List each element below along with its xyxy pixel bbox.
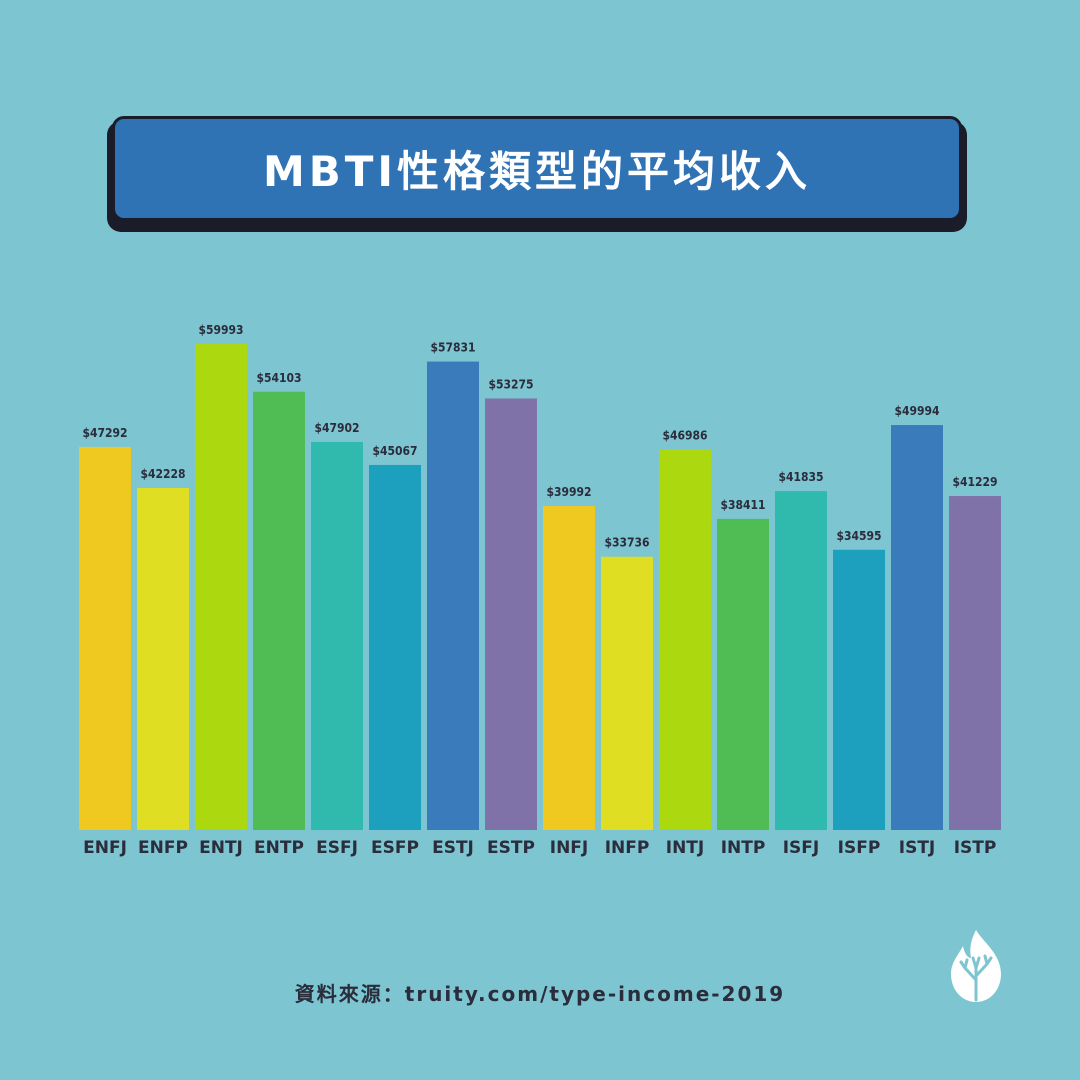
value-label: $34595 [836,529,881,543]
value-label: $49994 [894,404,940,418]
value-label: $41229 [952,475,997,489]
value-label: $54103 [256,371,301,385]
category-label: ESTP [487,838,535,858]
bar-estj [427,361,479,830]
value-label: $47292 [82,426,127,440]
bar-esfj [311,441,363,830]
category-label: INFP [605,838,650,858]
value-label: $57831 [430,341,475,355]
bar-esfp [369,464,421,830]
category-label: ISFJ [783,838,820,858]
title-banner: MBTI性格類型的平均收入 [112,116,962,221]
page-title: MBTI性格類型的平均收入 [262,147,812,196]
category-label: ENTP [254,838,304,858]
value-label: $39992 [546,485,591,499]
value-label: $33736 [604,536,649,550]
value-label: $53275 [488,377,533,391]
category-label: ENTJ [199,838,243,858]
value-label: $46986 [662,428,707,442]
bar-infp [601,556,653,830]
category-label: INTJ [666,838,704,858]
bar-estp [485,398,537,830]
category-label: ENFP [138,838,188,858]
category-label: ISTP [954,838,997,858]
value-label: $42228 [140,467,185,481]
category-label: ENFJ [83,838,127,858]
source-caption: 資料來源：truity.com/type-income-2019 [294,982,786,1006]
value-label: $41835 [778,470,823,484]
value-label: $38411 [720,498,765,512]
bar-isfj [775,491,827,830]
bar-enfp [137,487,189,830]
bar-infj [543,506,595,830]
flame-tree-logo-icon [951,930,1001,1002]
bar-istp [949,496,1001,830]
value-label: $59993 [198,323,243,337]
category-label: ISTJ [899,838,936,858]
category-label: INFJ [550,838,589,858]
category-label: INTP [721,838,766,858]
value-label: $47902 [314,421,359,435]
bar-intp [717,518,769,830]
bar-enfj [79,446,131,830]
bar-entp [253,391,305,830]
bar-isfp [833,549,885,830]
bar-istj [891,425,943,830]
bar-entj [195,344,247,830]
category-label: ESFP [371,838,419,858]
category-label: ESFJ [316,838,358,858]
category-label: ESTJ [432,838,474,858]
bar-intj [659,449,711,830]
value-label: $45067 [372,444,417,458]
category-label: ISFP [838,838,881,858]
